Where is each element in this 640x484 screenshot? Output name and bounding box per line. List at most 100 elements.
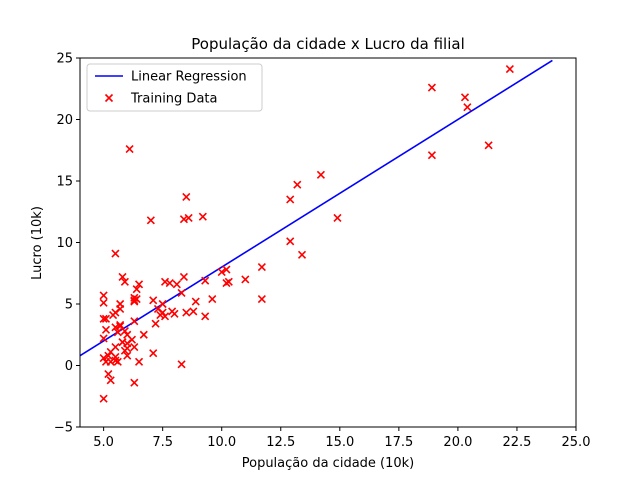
data-point-marker <box>120 326 129 336</box>
data-point-marker <box>158 299 167 309</box>
data-point-marker <box>99 314 108 323</box>
data-point-marker <box>222 265 231 274</box>
plot-frame <box>79 57 577 428</box>
data-point-marker <box>179 272 188 282</box>
data-point-marker <box>118 272 127 282</box>
data-point-marker <box>118 338 127 347</box>
x-tick-label: 22.5 <box>502 435 531 450</box>
data-point-marker <box>99 291 108 300</box>
x-tick-label: 10.0 <box>207 435 236 450</box>
data-point-marker <box>104 351 113 360</box>
data-point-marker <box>123 351 132 360</box>
data-point-marker <box>99 394 108 403</box>
y-tick-label: 20 <box>56 113 73 128</box>
data-point-marker <box>104 370 113 379</box>
data-point-marker <box>316 170 325 179</box>
data-point-marker <box>106 376 115 385</box>
data-point-marker <box>286 195 295 204</box>
data-point-marker <box>134 280 144 289</box>
data-point-marker <box>241 275 250 284</box>
y-tick-label: 25 <box>56 52 73 67</box>
data-point-marker <box>125 144 134 154</box>
data-point-marker <box>99 334 108 343</box>
data-point-marker <box>505 65 514 74</box>
data-point-marker <box>217 267 226 277</box>
data-point-marker <box>130 297 139 306</box>
data-point-marker <box>101 314 111 323</box>
data-point-marker <box>463 103 472 112</box>
data-point-marker <box>116 320 125 329</box>
data-point-marker <box>156 311 165 320</box>
y-tick-label: −5 <box>54 421 73 436</box>
data-point-marker <box>111 323 120 332</box>
data-point-marker <box>101 357 111 366</box>
legend-box <box>86 63 263 112</box>
data-point-marker <box>111 249 120 258</box>
data-point-marker <box>130 317 139 326</box>
data-point-marker <box>460 93 470 102</box>
plot-area <box>80 59 553 403</box>
x-tick-label: 20.0 <box>443 435 472 450</box>
legend-label: Training Data <box>130 92 217 107</box>
data-point-marker <box>149 349 158 358</box>
data-point-marker <box>286 237 295 246</box>
data-point-marker <box>222 279 231 288</box>
data-point-marker <box>120 346 129 355</box>
data-point-marker <box>484 141 493 150</box>
data-point-marker <box>99 298 108 307</box>
data-point-marker <box>130 378 139 387</box>
data-point-marker <box>208 295 217 304</box>
data-point-marker <box>120 277 129 286</box>
data-point-marker <box>201 312 210 321</box>
y-tick-label: 10 <box>56 236 73 251</box>
x-tick-label: 7.5 <box>152 435 173 450</box>
y-tick-label: 15 <box>56 175 73 190</box>
legend-label: Linear Regression <box>131 70 247 85</box>
data-point-marker <box>160 312 170 321</box>
data-point-marker <box>101 325 111 334</box>
data-point-marker <box>177 288 186 297</box>
data-point-marker <box>170 309 179 318</box>
data-point-marker <box>191 297 200 306</box>
data-point-marker <box>116 304 125 313</box>
data-point-marker <box>132 285 141 294</box>
data-point-marker <box>198 212 207 221</box>
data-point-marker <box>134 357 144 366</box>
data-point-marker <box>184 213 193 222</box>
y-tick-label: 5 <box>65 298 73 313</box>
data-point-marker <box>427 83 436 92</box>
data-point-marker <box>177 360 186 369</box>
x-axis-label: População da cidade (10k) <box>242 456 415 471</box>
data-point-marker <box>297 250 307 259</box>
data-point-marker <box>123 339 132 348</box>
data-point-marker <box>182 308 191 317</box>
data-point-marker <box>293 180 302 189</box>
data-point-marker <box>149 296 158 305</box>
data-point-marker <box>224 277 233 286</box>
x-tick-label: 12.5 <box>266 435 295 450</box>
x-tick-label: 15.0 <box>325 435 354 450</box>
y-axis-label: Lucro (10k) <box>30 206 45 280</box>
data-point-marker <box>151 319 160 328</box>
data-point-marker <box>182 192 191 202</box>
data-point-marker <box>201 276 210 285</box>
x-tick-label: 17.5 <box>384 435 413 450</box>
regression-line <box>80 59 553 357</box>
data-point-marker <box>257 295 266 304</box>
data-point-marker <box>427 151 436 160</box>
plot-content <box>80 59 553 403</box>
data-point-marker <box>257 263 266 272</box>
data-point-marker <box>113 328 122 337</box>
training-data-series <box>99 65 514 403</box>
data-point-marker <box>123 330 132 339</box>
legend: Linear Regression Training Data <box>86 63 263 112</box>
x-tick-label: 5.0 <box>93 435 114 450</box>
data-point-marker <box>172 280 181 289</box>
axes: 5.0 7.5 10.0 12.5 15.0 17.5 20.0 22.5 25.0 −5 0 5 10… <box>54 52 591 451</box>
data-point-marker <box>179 215 188 224</box>
data-point-marker <box>333 213 342 222</box>
chart-title: População da cidade x Lucro da filial <box>191 35 465 53</box>
data-point-marker <box>113 357 122 366</box>
